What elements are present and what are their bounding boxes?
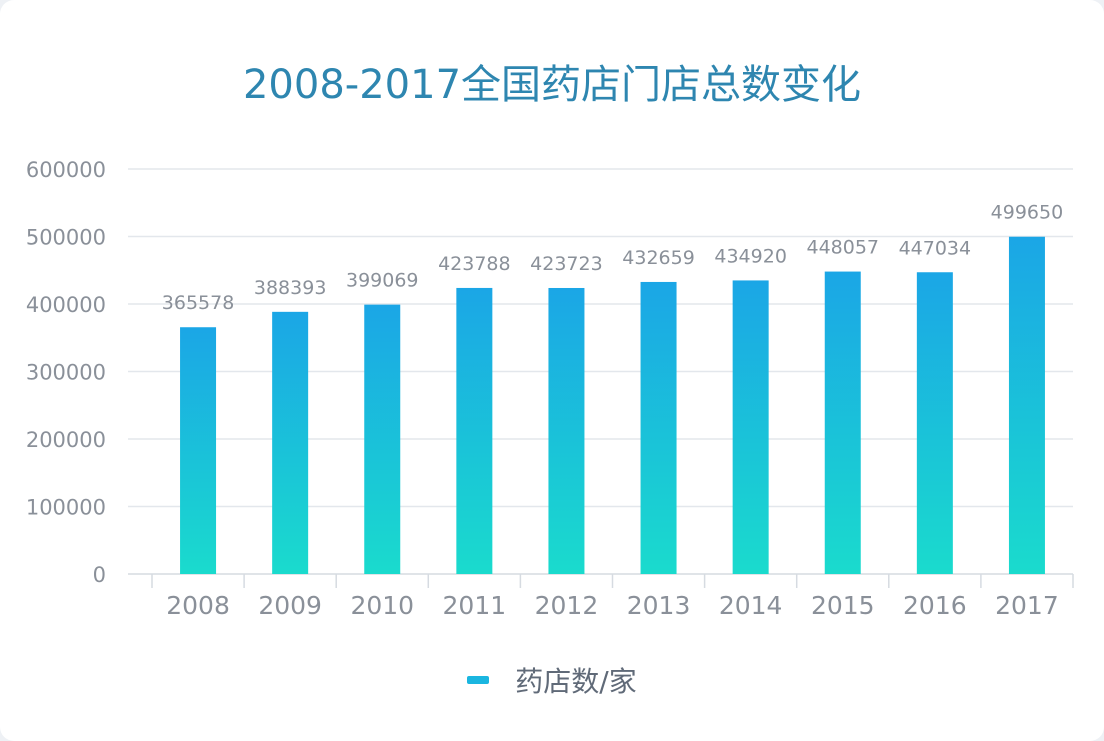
legend[interactable]: 药店数/家 xyxy=(0,660,1104,700)
x-tick-label: 2015 xyxy=(811,591,875,620)
bar xyxy=(456,287,493,574)
legend-label: 药店数/家 xyxy=(515,665,637,698)
bar xyxy=(272,311,309,574)
x-tick-label: 2011 xyxy=(443,591,507,620)
x-tick-label: 2008 xyxy=(166,591,230,620)
y-tick-label: 100000 xyxy=(26,496,106,520)
y-tick-label: 500000 xyxy=(26,226,106,250)
bar xyxy=(1008,236,1045,574)
x-tick-label: 2014 xyxy=(719,591,783,620)
bar xyxy=(732,280,769,574)
bar xyxy=(640,281,677,574)
x-tick-label: 2010 xyxy=(350,591,414,620)
data-label: 448057 xyxy=(806,237,879,259)
data-label: 423723 xyxy=(530,253,603,275)
y-tick-label: 400000 xyxy=(26,293,106,317)
data-label: 365578 xyxy=(162,292,235,314)
bar xyxy=(180,327,217,574)
data-label: 432659 xyxy=(622,247,695,269)
y-tick-label: 200000 xyxy=(26,428,106,452)
data-label: 388393 xyxy=(254,277,327,299)
data-label: 499650 xyxy=(991,202,1064,224)
y-tick-label: 300000 xyxy=(26,361,106,385)
legend-swatch-icon xyxy=(467,676,490,684)
x-tick-label: 2009 xyxy=(258,591,322,620)
y-tick-label: 0 xyxy=(93,563,106,587)
bar xyxy=(916,272,953,574)
y-tick-label: 600000 xyxy=(26,158,106,182)
chart-title: 2008-2017全国药店门店总数变化 xyxy=(242,62,862,108)
x-tick-label: 2017 xyxy=(995,591,1059,620)
data-label: 423788 xyxy=(438,253,511,275)
data-label: 434920 xyxy=(714,245,787,267)
x-tick-label: 2012 xyxy=(535,591,599,620)
bar xyxy=(824,271,861,574)
bar xyxy=(548,287,585,574)
data-label: 447034 xyxy=(899,237,972,259)
x-tick-label: 2016 xyxy=(903,591,967,620)
x-tick-label: 2013 xyxy=(627,591,691,620)
bar xyxy=(364,304,401,574)
data-label: 399069 xyxy=(346,270,419,292)
